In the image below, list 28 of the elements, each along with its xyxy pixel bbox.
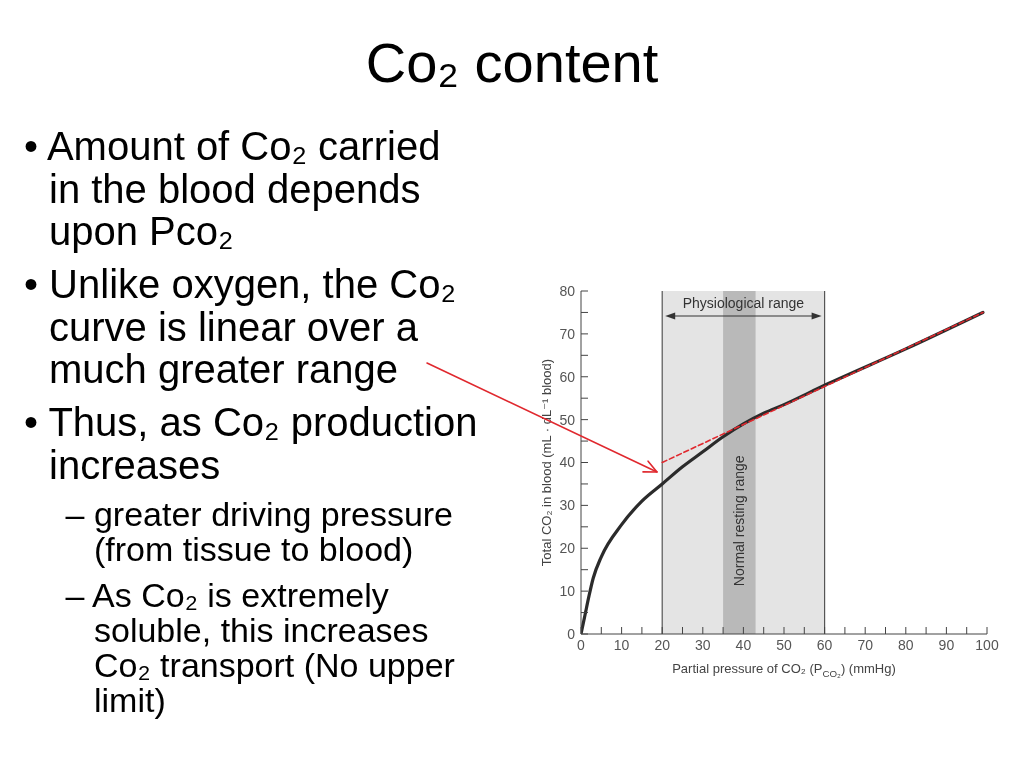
text: • Thus, as Co₂ production increases	[23, 400, 479, 487]
x-tick-label: 50	[776, 636, 792, 653]
x-tick-label: 20	[654, 636, 671, 653]
y-tick-label: 50	[559, 411, 576, 428]
y-tick-label: 0	[567, 625, 576, 642]
x-tick-label: 30	[695, 636, 711, 653]
y-tick-label: 60	[559, 368, 576, 385]
text: • Amount of Co₂ carried in the blood depends upon Pco₂	[23, 124, 442, 253]
x-tick-label: 60	[816, 636, 833, 653]
text: – greater driving pressure (from tissue to blood)	[64, 495, 455, 568]
x-tick-label: 90	[938, 636, 955, 653]
y-tick-label: 30	[559, 497, 576, 514]
text: • Unlike oxygen, the Co₂ curve is linear over a much greater range	[23, 262, 457, 391]
y-tick-label: 80	[559, 282, 576, 299]
text: – As Co₂ is extremely soluble, this increases Co₂ transport (No upper limit)	[64, 576, 456, 719]
x-axis-title: Partial pressure of CO₂ (P$_{CO₂}$) (mmHg)	[672, 660, 896, 679]
band-label: Normal resting range	[731, 455, 748, 587]
x-tick-label: 100	[975, 636, 999, 653]
y-tick-label: 20	[559, 540, 576, 557]
y-tick-label: 40	[559, 454, 576, 471]
band-label: Physiological range	[682, 295, 805, 311]
chart-title: Co₂ content	[364, 31, 660, 94]
y-tick-label: 70	[559, 325, 576, 342]
y-tick-label: 10	[559, 583, 576, 600]
x-tick-label: 40	[735, 636, 752, 653]
x-tick-label: 10	[613, 636, 630, 653]
x-tick-label: 80	[898, 636, 914, 653]
x-tick-label: 70	[857, 636, 874, 653]
